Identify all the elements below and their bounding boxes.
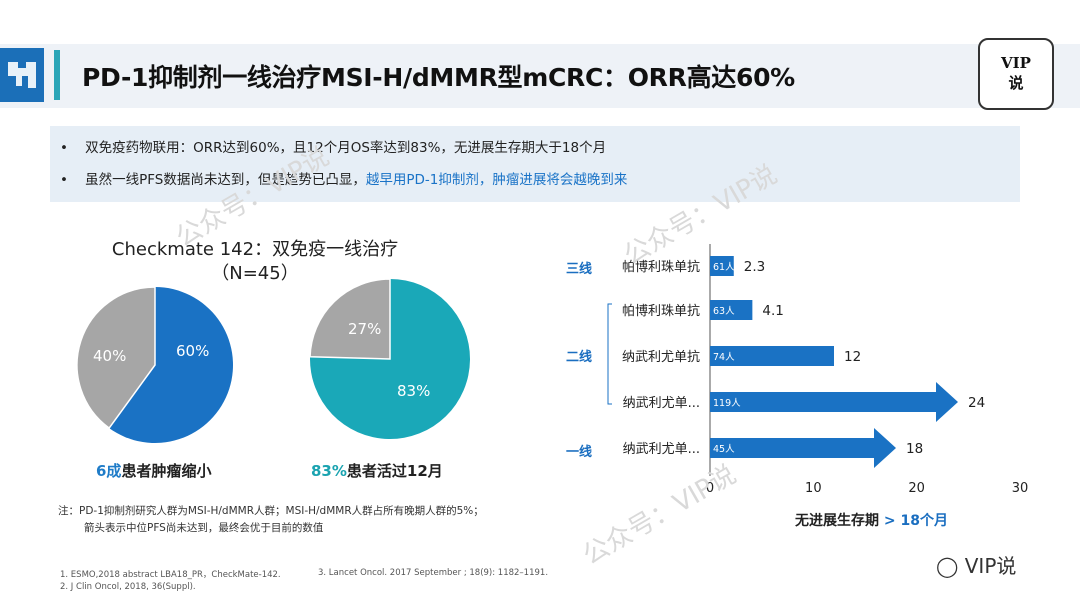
pfs-x-tick-label: 10 <box>805 481 822 496</box>
pfs-bar-n-label: 45人 <box>713 444 735 455</box>
pfs-x-tick-label: 30 <box>1012 481 1029 496</box>
os-caption-number: 83% <box>311 462 347 480</box>
reference-3: 3. Lancet Oncol. 2017 September ; 18(9):… <box>318 568 549 578</box>
os-pie-chart <box>309 278 470 439</box>
header-band <box>0 44 1080 108</box>
pfs-axis-title-highlight: > 18个月 <box>879 513 948 529</box>
reference-2: 2. J Clin Oncol, 2018, 36(Suppl). <box>60 582 196 592</box>
pfs-bar-n-label: 61人 <box>713 262 735 273</box>
pfs-bar-n-label: 74人 <box>713 352 735 363</box>
pfs-bar-arrow <box>710 382 958 422</box>
os-caption-text: 患者活过12月 <box>346 462 443 480</box>
os-pie-slice-rest <box>309 278 391 360</box>
pfs-value-label: 24 <box>968 395 985 411</box>
group-label-second-line: 二线 <box>566 350 593 365</box>
wechat-icon: ◯ <box>936 554 959 578</box>
checkmate-title: Checkmate 142：双免疫一线治疗 （N=45） <box>90 238 420 286</box>
wechat-label: VIP说 <box>964 554 1017 578</box>
pfs-value-label: 4.1 <box>762 303 783 319</box>
os-pie-value-label: 83% <box>397 382 431 400</box>
checkmate-title-line1: Checkmate 142：双免疫一线治疗 <box>111 239 399 260</box>
pfs-value-label: 18 <box>906 441 923 457</box>
pfs-x-tick-label: 0 <box>706 481 714 496</box>
pfs-drug-label: 帕博利珠单抗 <box>622 304 700 319</box>
vip-badge-line1: VIP <box>1001 54 1031 72</box>
pfs-drug-label: 纳武利尤单抗 <box>622 350 700 365</box>
footnote-line2: 箭头表示中位PFS尚未达到，最终会优于目前的数值 <box>84 522 324 534</box>
footnote-line1: 注：PD-1抑制剂研究人群为MSI-H/dMMR人群；MSI-H/dMMR人群占… <box>58 505 484 517</box>
bullet-1: • 双免疫药物联用：ORR达到60%，且12个月OS率达到83%，无进展生存期大… <box>60 136 606 156</box>
page-title: PD-1抑制剂一线治疗MSI-H/dMMR型mCRC：ORR高达60% <box>82 63 795 92</box>
footnote: 注：PD-1抑制剂研究人群为MSI-H/dMMR人群；MSI-H/dMMR人群占… <box>58 503 484 537</box>
orr-pie-rest-label: 40% <box>93 347 127 365</box>
pfs-axis-title: 无进展生存期 > 18个月 <box>795 510 948 530</box>
orr-pie-slice-responders <box>109 287 233 443</box>
header-accent-bar <box>54 50 60 100</box>
os-caption: 83%患者活过12月 <box>311 460 443 481</box>
pfs-bar <box>710 346 834 366</box>
pfs-bar-n-label: 119人 <box>713 398 741 409</box>
bullet-marker: • <box>60 172 68 188</box>
bullet-box <box>50 126 1020 202</box>
bullet-marker: • <box>60 140 68 156</box>
orr-caption-number: 6成 <box>96 462 122 480</box>
pfs-drug-label: 纳武利尤单... <box>623 442 700 457</box>
pfs-bar-arrow <box>710 428 896 468</box>
vip-badge-line2: 说 <box>1008 74 1024 92</box>
orr-caption-text: 患者肿瘤缩小 <box>121 462 212 480</box>
pfs-bar <box>710 300 753 320</box>
pfs-x-tick-label: 20 <box>908 481 925 496</box>
orr-pie-slice-rest <box>76 286 156 430</box>
pfs-value-label: 2.3 <box>744 259 765 275</box>
group-label-first-line: 一线 <box>566 445 593 460</box>
bullet-1-text: 双免疫药物联用：ORR达到60%，且12个月OS率达到83%，无进展生存期大于1… <box>85 140 607 156</box>
intestine-logo-icon <box>0 48 44 102</box>
wechat-footer: ◯ VIP说 <box>936 550 1016 579</box>
os-pie-rest-label: 27% <box>348 320 382 338</box>
pfs-drug-label: 纳武利尤单... <box>623 396 700 411</box>
pfs-bar <box>710 256 734 276</box>
second-line-bracket <box>607 303 612 405</box>
bullet-2-text: 虽然一线PFS数据尚未达到，但是趋势已凸显， <box>85 172 366 188</box>
vip-badge: VIP 说 <box>978 38 1054 110</box>
pfs-bar-n-label: 63人 <box>713 306 735 317</box>
pfs-axis-title-text: 无进展生存期 <box>795 513 879 529</box>
pfs-bar-chart: 61人 2.3 帕博利珠单抗 63人 4.1 帕博利珠单抗 74人 12 纳武利尤单抗 119人 2… <box>607 244 1029 496</box>
group-label-third-line: 三线 <box>566 262 593 277</box>
reference-1: 1. ESMO,2018 abstract LBA18_PR，CheckMate… <box>60 570 281 580</box>
bullet-2: • 虽然一线PFS数据尚未达到，但是趋势已凸显，越早用PD-1抑制剂，肿瘤进展将… <box>60 168 627 188</box>
pfs-drug-label: 帕博利珠单抗 <box>622 260 700 275</box>
checkmate-title-line2: （N=45） <box>211 263 299 284</box>
pfs-value-label: 12 <box>844 349 861 365</box>
orr-caption: 6成患者肿瘤缩小 <box>96 460 211 481</box>
orr-pie-value-label: 60% <box>176 342 210 360</box>
orr-pie-chart <box>76 286 233 443</box>
bullet-2-highlight: 越早用PD-1抑制剂，肿瘤进展将会越晚到来 <box>365 172 628 188</box>
